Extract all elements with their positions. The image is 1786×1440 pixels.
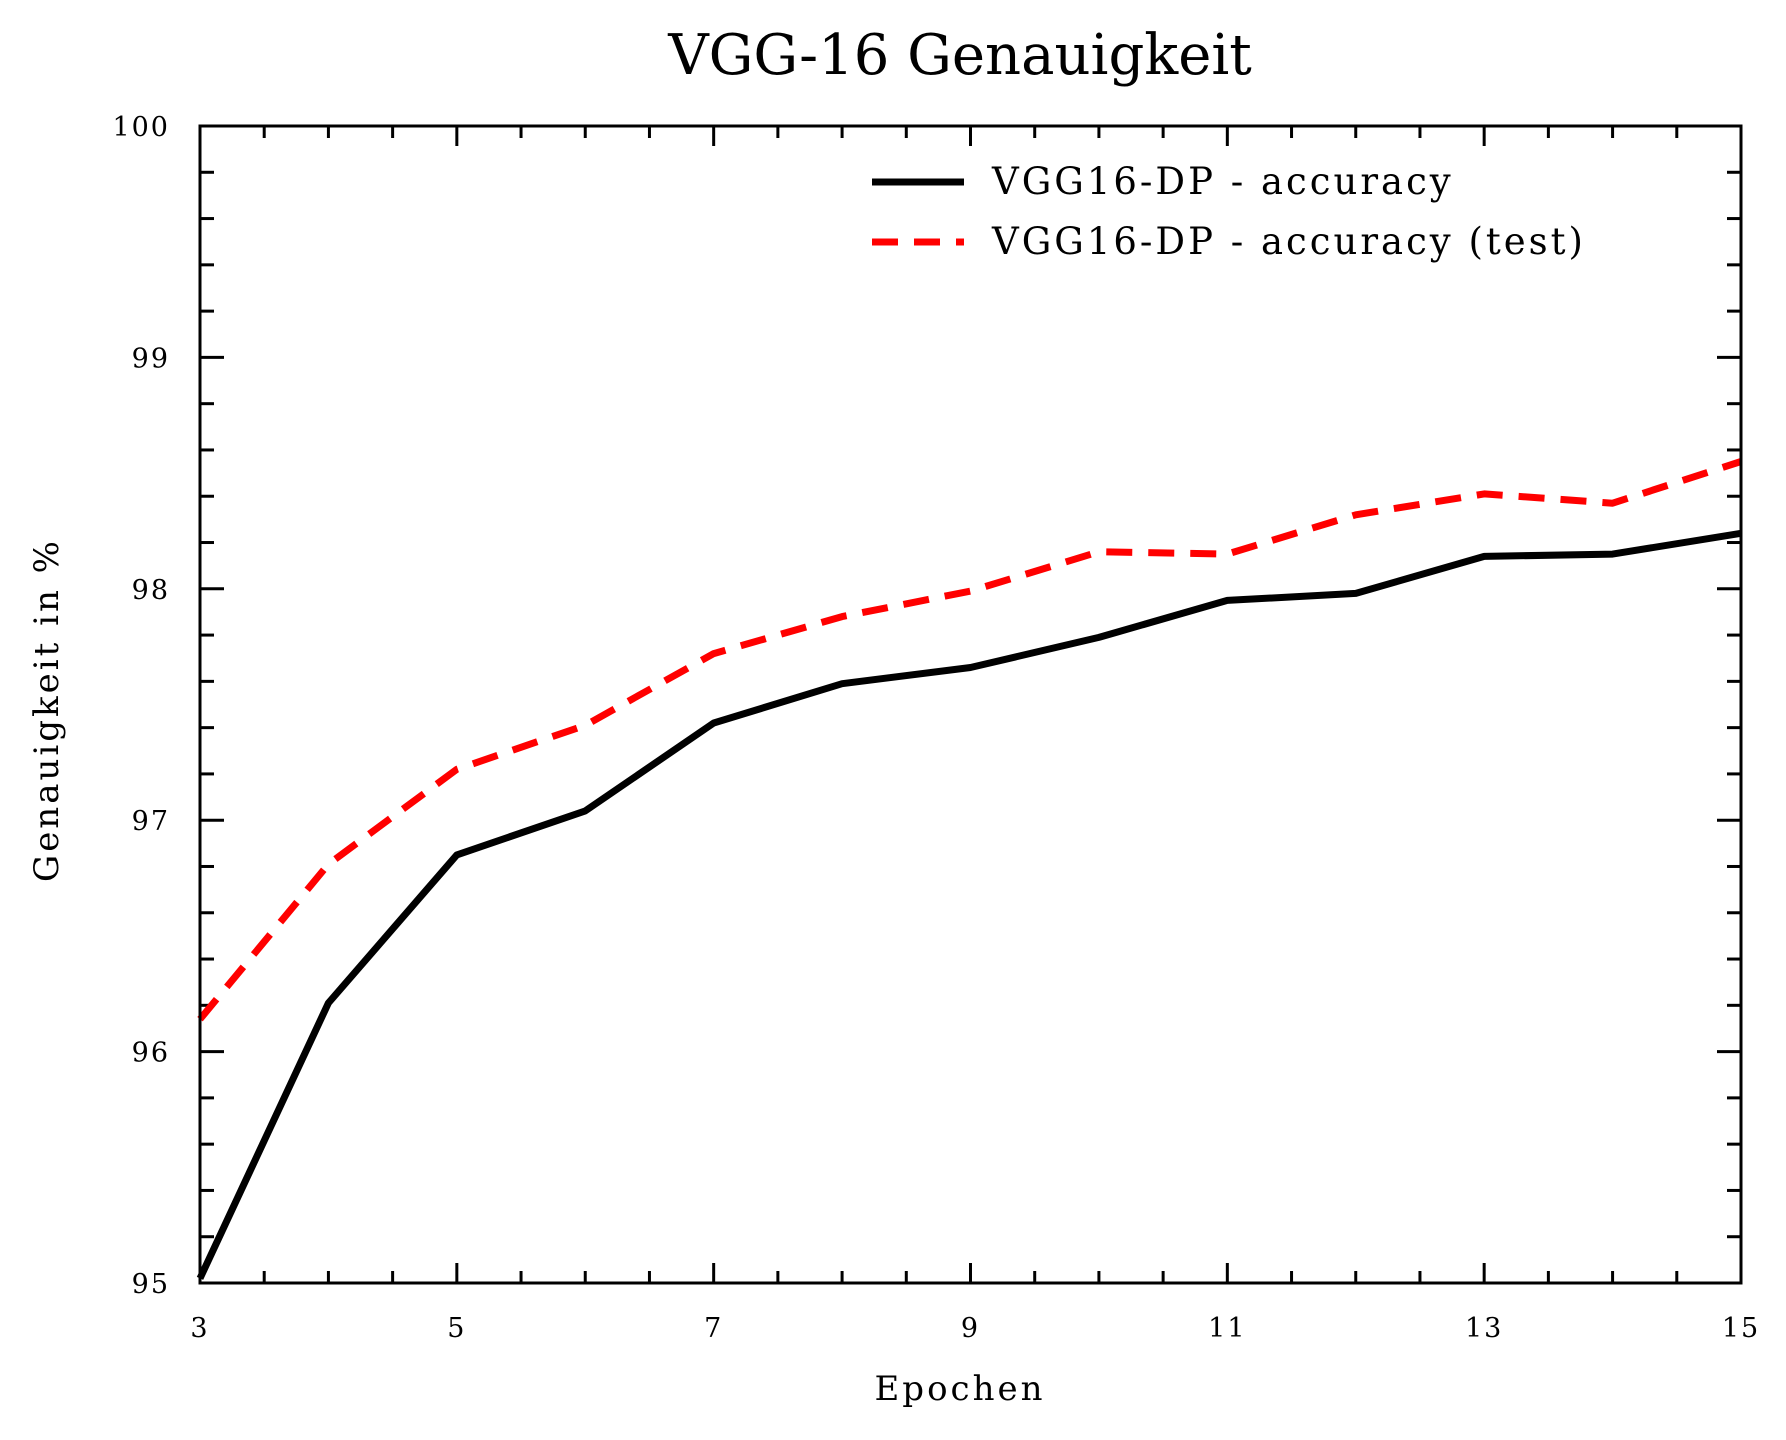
- y-tick-label: 99: [132, 343, 170, 374]
- chart-title: VGG-16 Genauigkeit: [667, 23, 1252, 88]
- series-line-2: [197, 458, 1743, 1022]
- x-tick-label: 13: [1465, 1313, 1503, 1344]
- y-tick-label: 97: [132, 806, 170, 837]
- legend: VGG16-DP - accuracy VGG16-DP - accuracy (…: [872, 160, 1586, 263]
- axis-ticks: [198, 124, 1743, 1285]
- series-layer: [196, 458, 1743, 1280]
- legend-label-1: VGG16-DP - accuracy: [991, 160, 1454, 203]
- y-tick-label: 95: [132, 1269, 170, 1300]
- tick-labels: 3 5 7 9 11 13 15 95 96 97 98 99 100: [112, 112, 1760, 1344]
- x-tick-label: 7: [704, 1313, 723, 1344]
- y-tick-label: 100: [112, 112, 170, 143]
- x-tick-label: 11: [1208, 1313, 1246, 1344]
- y-axis-label: Genauigkeit in %: [27, 538, 67, 882]
- x-tick-label: 3: [190, 1313, 209, 1344]
- x-axis-label: Epochen: [874, 1369, 1045, 1409]
- y-tick-label: 96: [132, 1038, 170, 1069]
- series-line-1: [196, 529, 1742, 1280]
- plot-frame: [198, 124, 1743, 1285]
- x-tick-label: 5: [447, 1313, 466, 1344]
- x-tick-label: 15: [1722, 1313, 1760, 1344]
- x-tick-label: 9: [961, 1313, 980, 1344]
- legend-label-2: VGG16-DP - accuracy (test): [991, 220, 1586, 263]
- y-tick-label: 98: [132, 575, 170, 606]
